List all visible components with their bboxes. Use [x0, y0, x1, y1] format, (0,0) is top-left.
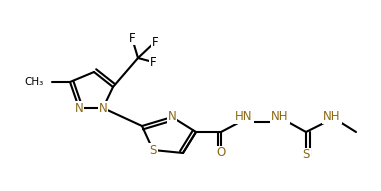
Text: HN: HN: [235, 111, 253, 124]
Text: F: F: [129, 32, 135, 45]
Text: N: N: [99, 101, 107, 114]
Text: F: F: [152, 36, 158, 49]
Text: N: N: [168, 111, 176, 124]
Text: NH: NH: [271, 111, 289, 124]
Text: CH₃: CH₃: [25, 77, 44, 87]
Text: O: O: [216, 146, 226, 159]
Text: S: S: [302, 148, 310, 162]
Text: N: N: [75, 101, 83, 114]
Text: NH: NH: [323, 111, 341, 124]
Text: S: S: [149, 143, 157, 156]
Text: F: F: [150, 56, 156, 69]
